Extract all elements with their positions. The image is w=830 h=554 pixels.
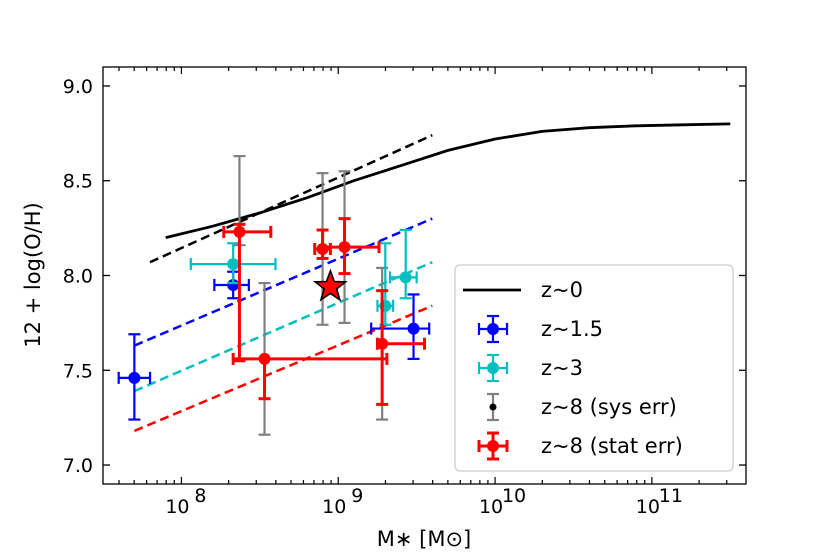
z3-marker: [399, 271, 412, 284]
x-tick-label: 10: [165, 496, 189, 518]
y-axis-label: 12 + log(O/H): [21, 202, 45, 347]
x-tick-exponent: 11: [659, 485, 683, 507]
y-tick-label: 7.0: [63, 455, 93, 477]
legend-label-z0: z~0: [541, 278, 583, 302]
legend-swatch-dot: [487, 440, 499, 452]
legend: z~0 z~1.5 z~3 z~8 (sys err) z~8 (stat err): [454, 264, 734, 472]
x-tick-exponent: 10: [502, 485, 526, 507]
z3-marker: [227, 258, 240, 271]
legend-box: [454, 264, 734, 472]
z8-stat-marker: [338, 241, 351, 254]
legend-label-z3: z~3: [541, 356, 583, 380]
z8-stat-marker: [233, 225, 246, 238]
z15-marker: [407, 322, 420, 335]
y-tick-label: 9.0: [63, 76, 93, 98]
legend-label-stat: z~8 (stat err): [541, 434, 683, 458]
legend-label-sys: z~8 (sys err): [541, 395, 677, 419]
x-tick-label: 10: [479, 496, 503, 518]
z15-marker: [128, 371, 141, 384]
plot-frame: [102, 66, 747, 485]
plot-layer: [117, 122, 731, 436]
legend-swatch-dot: [487, 362, 499, 374]
x-tick-label: 10: [322, 496, 346, 518]
x-tick-exponent: 8: [194, 485, 206, 507]
y-tick-label: 8.0: [63, 266, 93, 288]
z8-stat-marker: [376, 337, 389, 350]
legend-swatch-dot: [487, 323, 499, 335]
z15-dashed-fit-line: [133, 217, 433, 347]
y-tick-label: 8.5: [63, 171, 93, 193]
star-marker: [312, 268, 348, 302]
z8-stat-marker: [258, 352, 271, 365]
x-tick-label: 10: [636, 496, 660, 518]
z15-marker: [227, 278, 240, 291]
x-tick-exponent: 9: [351, 485, 363, 507]
x-axis-label: M∗ [M⊙]: [377, 527, 472, 551]
y-tick-label: 7.5: [63, 360, 93, 382]
legend-label-z15: z~1.5: [541, 317, 603, 341]
z0-dashed-fit-line: [149, 134, 433, 264]
legend-swatch-dot: [489, 403, 497, 411]
